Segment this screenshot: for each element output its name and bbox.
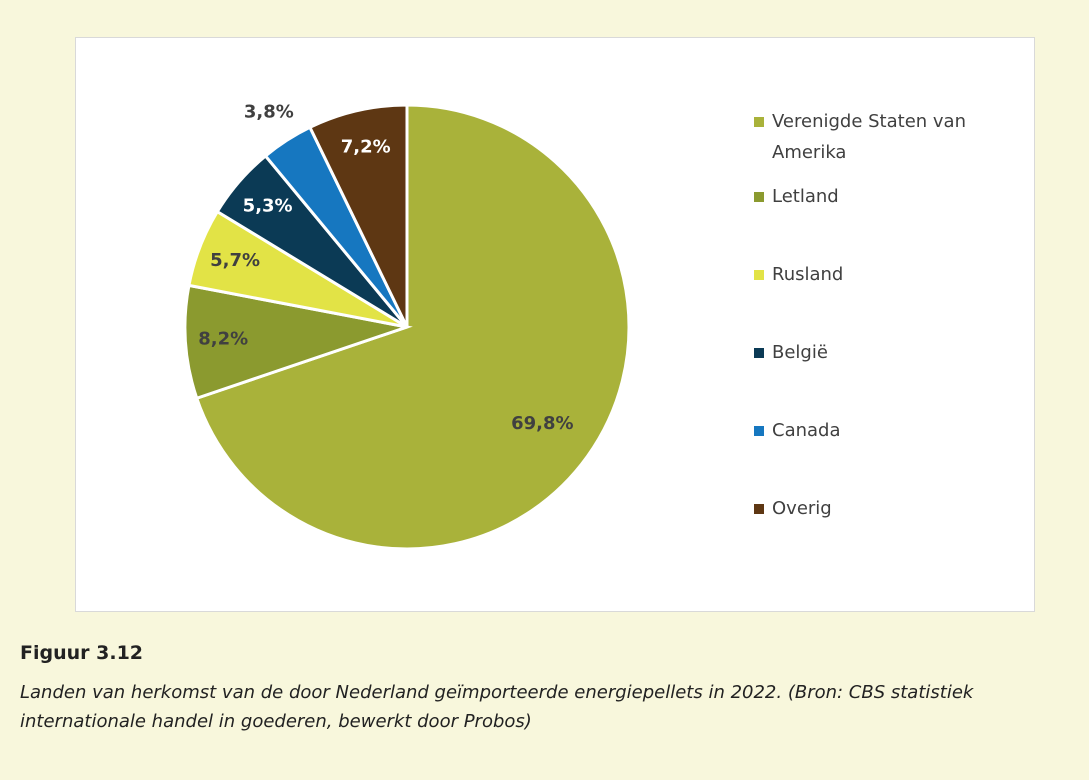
data-label: 7,2% <box>341 136 391 157</box>
figure-label: Figuur 3.12 <box>20 642 144 664</box>
legend-label: Overig <box>772 498 832 519</box>
data-label: 69,8% <box>511 413 573 434</box>
legend-entry: Canada <box>754 415 1002 446</box>
chart: 69,8% 8,2% 5,7% 5,3% 3,8% 7,2% <box>183 101 631 551</box>
data-label: 8,2% <box>198 329 248 350</box>
legend-entry: België <box>754 337 1002 368</box>
legend-swatch <box>754 426 764 436</box>
legend-entry: Verenigde Staten van Amerika <box>754 106 1002 168</box>
data-label: 3,8% <box>244 101 294 122</box>
legend-entry: Letland <box>754 181 1002 212</box>
legend-swatch <box>754 504 764 514</box>
legend-label: Letland <box>772 186 839 207</box>
legend-label: Verenigde Staten van Amerika <box>772 111 966 163</box>
legend-swatch <box>754 270 764 280</box>
legend-label: België <box>772 342 828 363</box>
legend-swatch <box>754 348 764 358</box>
pie-slice <box>307 103 409 328</box>
chart-area: 69,8% 8,2% 5,7% 5,3% 3,8% 7,2% Verenigde Stat… <box>75 37 1035 612</box>
legend-entry: Overig <box>754 493 1002 524</box>
figure-caption: Landen van herkomst van de door Nederlan… <box>20 682 974 732</box>
legend-entry: Rusland <box>754 259 1002 290</box>
data-label: 5,7% <box>210 250 260 271</box>
pie-slice <box>194 103 631 551</box>
legend-swatch <box>754 192 764 202</box>
legend-label: Canada <box>772 420 841 441</box>
pie-slice <box>183 283 413 401</box>
legend-label: Rusland <box>772 264 844 285</box>
legend-swatch <box>754 117 764 127</box>
data-label: 5,3% <box>243 195 293 216</box>
